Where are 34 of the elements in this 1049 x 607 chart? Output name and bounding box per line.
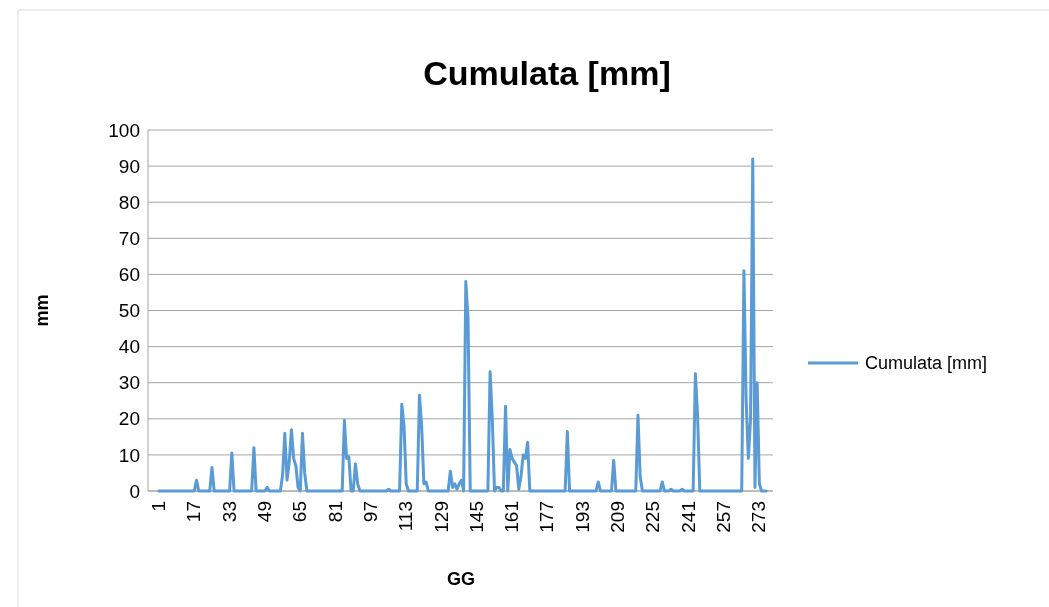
x-tick-label: 145 — [465, 501, 487, 533]
y-tick-label: 100 — [108, 119, 140, 141]
x-tick-label: 65 — [289, 501, 311, 523]
x-tick-label: 257 — [713, 501, 735, 533]
line-series — [157, 157, 768, 493]
x-tick-label: 81 — [324, 501, 346, 523]
y-tick-label: 20 — [118, 408, 140, 430]
x-tick-label: 241 — [677, 501, 699, 533]
x-tick-label: 273 — [748, 501, 770, 533]
y-tick-label: 40 — [118, 336, 140, 358]
x-tick-label: 193 — [571, 501, 593, 533]
y-tick-label: 0 — [129, 480, 140, 502]
x-tick-label: 33 — [218, 501, 240, 523]
y-tick-label: 80 — [118, 191, 140, 213]
x-tick-label: 129 — [430, 501, 452, 533]
y-tick-label: 50 — [118, 300, 140, 322]
x-tick-label: 225 — [642, 501, 664, 533]
x-tick-label: 49 — [253, 501, 275, 523]
y-tick-label: 30 — [118, 372, 140, 394]
x-tick-label: 97 — [359, 501, 381, 523]
x-tick-label: 113 — [395, 501, 417, 532]
legend-label: Cumulata [mm] — [865, 353, 988, 374]
x-tick-label: 161 — [501, 501, 523, 533]
x-tick-label: 1 — [148, 501, 169, 512]
x-axis-title: GG — [446, 569, 476, 589]
y-tick-label: 60 — [118, 264, 140, 286]
y-tick-label: 10 — [118, 444, 140, 466]
x-tick-label: 17 — [183, 501, 205, 523]
y-tick-label: 90 — [118, 155, 140, 177]
y-tick-label: 70 — [118, 227, 140, 249]
x-tick-label: 209 — [607, 501, 629, 533]
chart-title: Cumulata [mm] — [423, 54, 671, 92]
x-tick-label: 177 — [536, 501, 558, 533]
y-axis-title: mm — [32, 294, 52, 327]
